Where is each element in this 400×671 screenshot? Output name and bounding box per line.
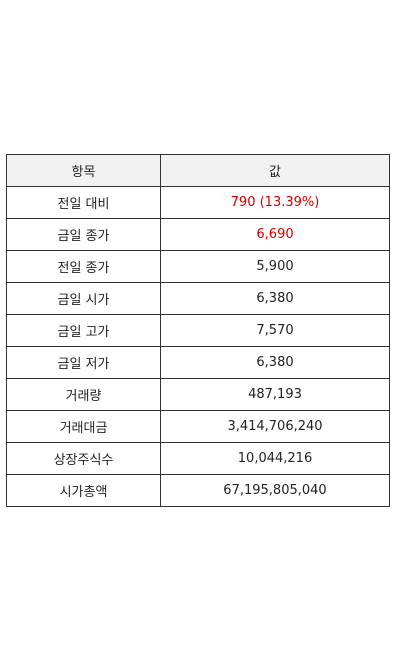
row-value: 3,414,706,240	[160, 410, 390, 443]
table-row: 상장주식수 10,044,216	[6, 442, 390, 475]
table-row: 거래량 487,193	[6, 378, 390, 411]
stock-info-table: 항목 값 전일 대비 790 (13.39%) 금일 종가 6,690 전일 종…	[6, 154, 390, 507]
table-row: 금일 저가 6,380	[6, 346, 390, 379]
row-value: 6,690	[160, 218, 390, 251]
header-item: 항목	[6, 154, 161, 187]
row-value: 7,570	[160, 314, 390, 347]
row-value: 6,380	[160, 282, 390, 315]
row-label: 금일 고가	[6, 314, 161, 347]
row-label: 시가총액	[6, 474, 161, 507]
stock-info-table-container: 항목 값 전일 대비 790 (13.39%) 금일 종가 6,690 전일 종…	[6, 154, 390, 507]
row-label: 상장주식수	[6, 442, 161, 475]
row-label: 금일 종가	[6, 218, 161, 251]
row-value: 790 (13.39%)	[160, 186, 390, 219]
table-row: 금일 종가 6,690	[6, 218, 390, 251]
row-value: 67,195,805,040	[160, 474, 390, 507]
table-header-row: 항목 값	[6, 154, 390, 187]
row-label: 전일 종가	[6, 250, 161, 283]
row-value: 6,380	[160, 346, 390, 379]
row-value: 487,193	[160, 378, 390, 411]
table-row: 거래대금 3,414,706,240	[6, 410, 390, 443]
row-value: 10,044,216	[160, 442, 390, 475]
row-label: 전일 대비	[6, 186, 161, 219]
table-row: 시가총액 67,195,805,040	[6, 474, 390, 507]
header-value: 값	[160, 154, 390, 187]
row-label: 금일 저가	[6, 346, 161, 379]
row-label: 거래량	[6, 378, 161, 411]
row-label: 금일 시가	[6, 282, 161, 315]
row-label: 거래대금	[6, 410, 161, 443]
table-row: 금일 시가 6,380	[6, 282, 390, 315]
table-row: 금일 고가 7,570	[6, 314, 390, 347]
table-row: 전일 대비 790 (13.39%)	[6, 186, 390, 219]
row-value: 5,900	[160, 250, 390, 283]
table-row: 전일 종가 5,900	[6, 250, 390, 283]
